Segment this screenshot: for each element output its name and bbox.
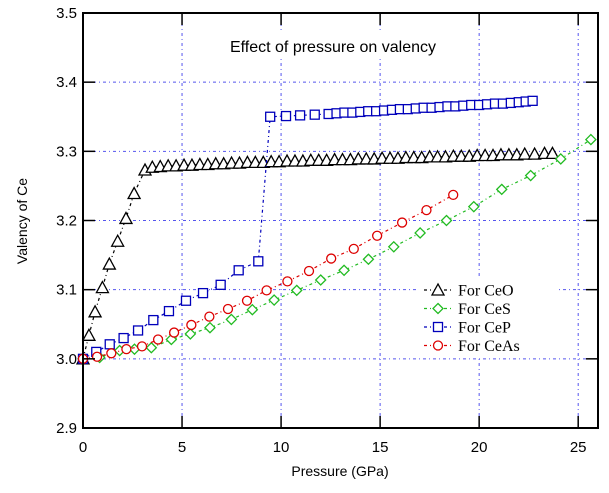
data-point-ceas [106, 348, 117, 359]
data-point-cep [104, 339, 115, 350]
data-point-cep [253, 256, 264, 267]
data-point-cep [132, 325, 144, 336]
y-tick-label: 3.4 [56, 74, 77, 91]
data-point-ces [467, 200, 480, 213]
data-point-cep [163, 305, 175, 317]
title-background [202, 33, 464, 59]
data-point-ces [246, 303, 259, 316]
data-point-ces [414, 227, 427, 239]
data-point-ceas [152, 334, 164, 345]
legend-label: For CeO [458, 283, 514, 300]
data-point-cep [265, 111, 276, 122]
y-tick-label: 3.1 [56, 282, 77, 299]
data-point-ces [204, 321, 216, 334]
data-point-ceo [545, 146, 560, 160]
data-point-ces [495, 183, 508, 196]
data-point-cep [280, 110, 292, 122]
data-point-ceo [102, 256, 117, 270]
data-point-ceas [326, 253, 337, 264]
data-point-cep [294, 110, 306, 121]
data-point-cep [215, 279, 226, 290]
data-point-ceas [303, 265, 315, 277]
data-point-ceas [348, 243, 359, 255]
data-point-cep [309, 109, 320, 120]
x-axis-label: Pressure (GPa) [291, 463, 388, 479]
data-point-ceas [121, 343, 132, 355]
data-point-ces [290, 284, 303, 297]
data-point-ceo [87, 304, 103, 318]
data-point-ces [338, 264, 350, 277]
data-point-cep [197, 287, 209, 299]
legend-item-ces: For CeS [424, 301, 511, 318]
data-point-ceas [136, 341, 148, 352]
data-point-cep [527, 95, 538, 106]
series-cep [77, 95, 538, 364]
data-point-ceo [517, 146, 532, 160]
data-point-ces [225, 313, 238, 326]
data-point-cep [180, 295, 192, 306]
data-point-ceas [186, 319, 197, 331]
data-point-ces [314, 274, 327, 286]
x-tick-label: 10 [273, 439, 290, 456]
data-point-ceas [91, 351, 103, 362]
data-point-cep [148, 314, 159, 326]
legend-marker-diamond [432, 302, 444, 315]
data-point-ceo [527, 146, 542, 160]
y-tick-label: 3.2 [56, 213, 77, 230]
data-point-ceas [168, 327, 180, 338]
y-tick-label: 3.5 [56, 5, 77, 22]
legend-marker-triangle [430, 282, 446, 296]
data-point-ces [440, 214, 453, 227]
x-tick-label: 5 [178, 439, 186, 456]
y-tick-label: 2.9 [56, 420, 77, 437]
series-ceo [75, 146, 560, 365]
legend-item-cep: For CeP [424, 320, 511, 337]
y-axis-label: Valency of Ce [14, 178, 30, 264]
data-point-ceo [110, 233, 125, 247]
legend-marker-square [432, 321, 444, 333]
data-point-ceo [127, 186, 142, 200]
y-tick-label: 3.0 [56, 351, 77, 368]
data-point-ces [268, 294, 281, 306]
legend-label: For CeS [458, 301, 511, 318]
legend-marker-circle [432, 340, 444, 351]
data-point-ceas [261, 285, 272, 296]
x-tick-label: 25 [570, 439, 587, 456]
data-point-ceo [95, 280, 110, 294]
data-point-ceas [421, 204, 432, 216]
data-point-ces [554, 153, 567, 165]
x-tick-label: 15 [372, 439, 389, 456]
legend-item-ceas: For CeAs [424, 338, 520, 355]
data-point-ceas [371, 230, 383, 241]
data-point-ces [387, 240, 400, 253]
data-point-ceas [222, 303, 234, 315]
data-point-ceas [448, 189, 459, 201]
legend-label: For CeP [458, 320, 511, 337]
data-point-ces [584, 133, 597, 146]
x-tick-label: 0 [79, 439, 87, 456]
data-point-ceas [241, 295, 253, 306]
x-tick-label: 20 [471, 439, 488, 456]
legend-label: For CeAs [458, 338, 520, 355]
data-point-ceas [396, 217, 408, 228]
y-tick-label: 3.3 [56, 143, 77, 160]
series-group [75, 95, 597, 365]
chart-title: Effect of pressure on valency [230, 39, 436, 56]
data-point-ces [145, 341, 158, 354]
data-point-ceo [81, 327, 97, 341]
ticks: 0 5 10 15 20 25 2.9 3.0 3.1 3.2 3.3 3.4 3.5 [56, 5, 598, 456]
data-point-ceo [118, 211, 134, 225]
data-point-ces [524, 169, 537, 182]
legend-item-ceo: For CeO [424, 283, 514, 300]
data-point-cep [118, 332, 129, 344]
series-ceas [77, 189, 459, 364]
data-point-cep [233, 265, 244, 276]
data-point-ces [362, 253, 375, 266]
data-point-ceas [204, 311, 215, 322]
data-point-ces [184, 328, 197, 340]
data-point-ceas [282, 276, 293, 287]
